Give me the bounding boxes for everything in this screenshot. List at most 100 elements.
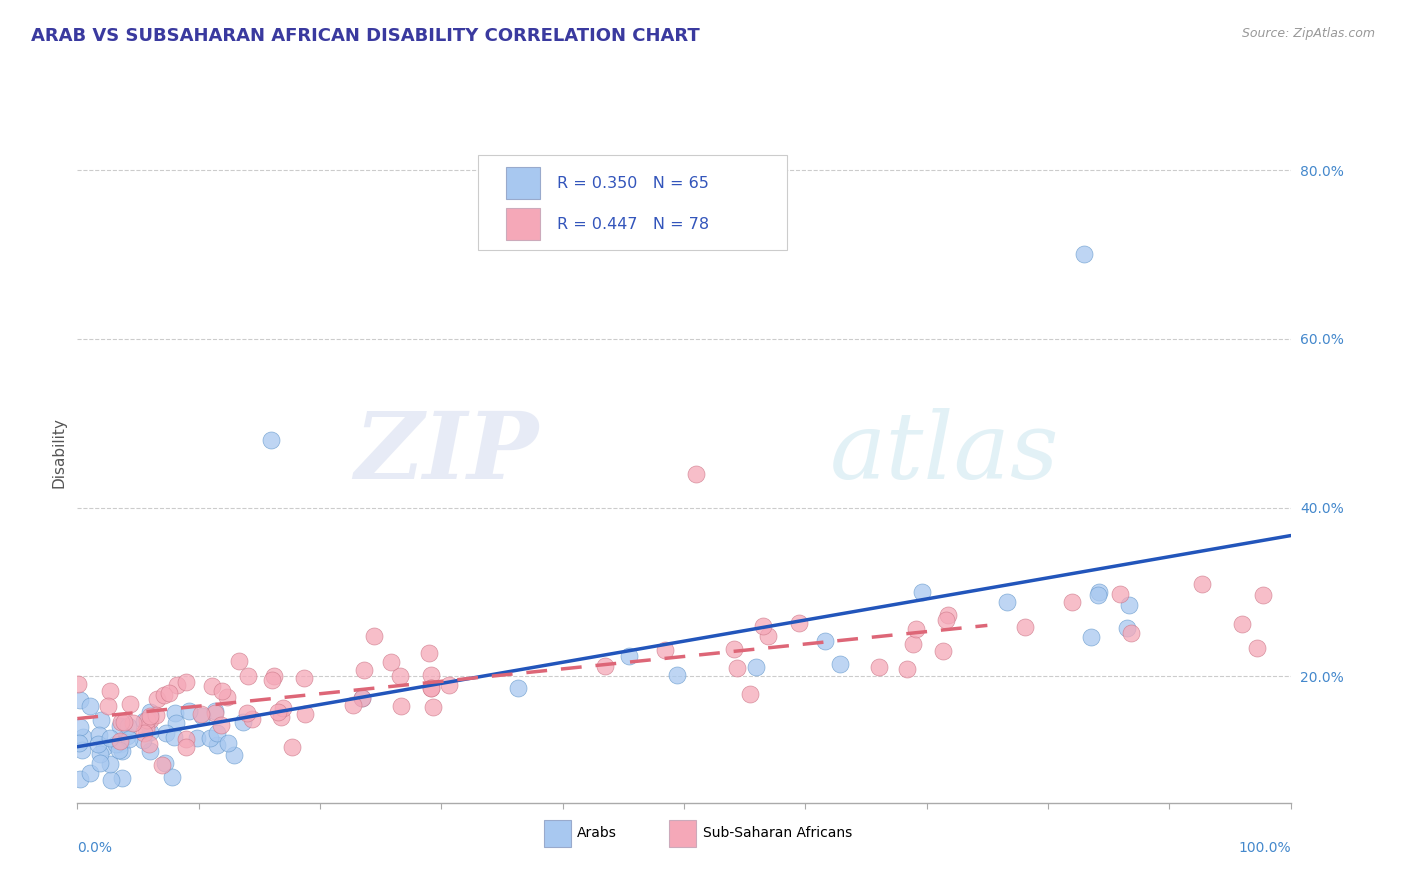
Point — [72, 731, 94, 745]
Point — [238, 669, 260, 683]
Point — [1060, 595, 1083, 609]
Point — [176, 739, 198, 754]
Point — [263, 669, 285, 683]
Point — [138, 737, 160, 751]
Point — [813, 634, 835, 648]
Text: atlas: atlas — [830, 408, 1059, 498]
Point — [190, 706, 212, 721]
Text: R = 0.447   N = 78: R = 0.447 N = 78 — [557, 217, 709, 232]
Point — [122, 716, 145, 731]
Point — [508, 681, 530, 696]
Point — [936, 607, 959, 622]
Point — [138, 744, 160, 758]
Point — [1088, 585, 1111, 599]
Point — [1191, 577, 1213, 591]
FancyBboxPatch shape — [478, 155, 787, 250]
Point — [240, 712, 263, 726]
Point — [228, 654, 250, 668]
Point — [134, 725, 156, 739]
Text: R = 0.350   N = 65: R = 0.350 N = 65 — [557, 176, 709, 191]
Point — [96, 698, 118, 713]
Point — [89, 756, 111, 771]
Point — [1246, 640, 1268, 655]
Point — [363, 629, 385, 643]
Point — [896, 662, 918, 676]
Point — [787, 616, 810, 631]
Point — [70, 743, 93, 757]
Point — [118, 732, 141, 747]
Point — [204, 706, 226, 720]
Point — [437, 678, 460, 692]
FancyBboxPatch shape — [669, 821, 696, 847]
Point — [108, 738, 131, 752]
Point — [200, 679, 222, 693]
Point — [117, 719, 139, 733]
Point — [751, 619, 773, 633]
Point — [1253, 589, 1275, 603]
Point — [260, 673, 283, 687]
Point — [176, 731, 198, 746]
Point — [112, 715, 135, 730]
Point — [617, 649, 640, 664]
Point — [134, 714, 156, 728]
Point — [146, 691, 169, 706]
Point — [79, 698, 101, 713]
Point — [744, 660, 766, 674]
Point — [89, 747, 111, 761]
Point — [160, 770, 183, 784]
Point — [211, 684, 233, 698]
Text: Sub-Saharan Africans: Sub-Saharan Africans — [703, 826, 852, 840]
Point — [236, 706, 259, 720]
Point — [204, 704, 226, 718]
FancyBboxPatch shape — [506, 168, 540, 199]
Point — [165, 715, 187, 730]
Point — [69, 693, 91, 707]
Point — [155, 726, 177, 740]
Point — [165, 706, 187, 720]
Point — [135, 722, 157, 736]
Point — [723, 641, 745, 656]
Point — [270, 710, 292, 724]
Point — [380, 655, 402, 669]
Point — [66, 677, 89, 691]
Point — [271, 700, 294, 714]
FancyBboxPatch shape — [544, 821, 571, 847]
Text: Source: ZipAtlas.com: Source: ZipAtlas.com — [1241, 27, 1375, 40]
Point — [901, 637, 924, 651]
Point — [218, 735, 240, 749]
Text: ZIP: ZIP — [354, 408, 538, 498]
Point — [110, 715, 132, 730]
Point — [420, 681, 443, 695]
Point — [93, 740, 115, 755]
Text: 0.0%: 0.0% — [77, 841, 112, 855]
Point — [104, 737, 127, 751]
Point — [69, 720, 91, 734]
Point — [905, 622, 928, 636]
Point — [177, 704, 200, 718]
Point — [756, 629, 779, 643]
Point — [738, 687, 761, 701]
Point — [1080, 631, 1102, 645]
Point — [87, 737, 110, 751]
Point — [224, 747, 246, 762]
Point — [1230, 617, 1253, 632]
Point — [205, 738, 228, 752]
Point — [654, 643, 676, 657]
Point — [389, 669, 412, 683]
Point — [292, 671, 315, 685]
Point — [281, 739, 304, 754]
Point — [111, 771, 134, 785]
Point — [89, 728, 111, 742]
Point — [157, 686, 180, 700]
Point — [685, 467, 707, 481]
Text: ARAB VS SUBSAHARAN AFRICAN DISABILITY CORRELATION CHART: ARAB VS SUBSAHARAN AFRICAN DISABILITY CO… — [31, 27, 700, 45]
Point — [131, 733, 153, 747]
Point — [828, 657, 851, 671]
Y-axis label: Disability: Disability — [51, 417, 66, 488]
Point — [209, 718, 232, 732]
Point — [139, 713, 162, 727]
Point — [108, 743, 131, 757]
Point — [145, 708, 167, 723]
Point — [868, 660, 890, 674]
Point — [932, 644, 955, 658]
